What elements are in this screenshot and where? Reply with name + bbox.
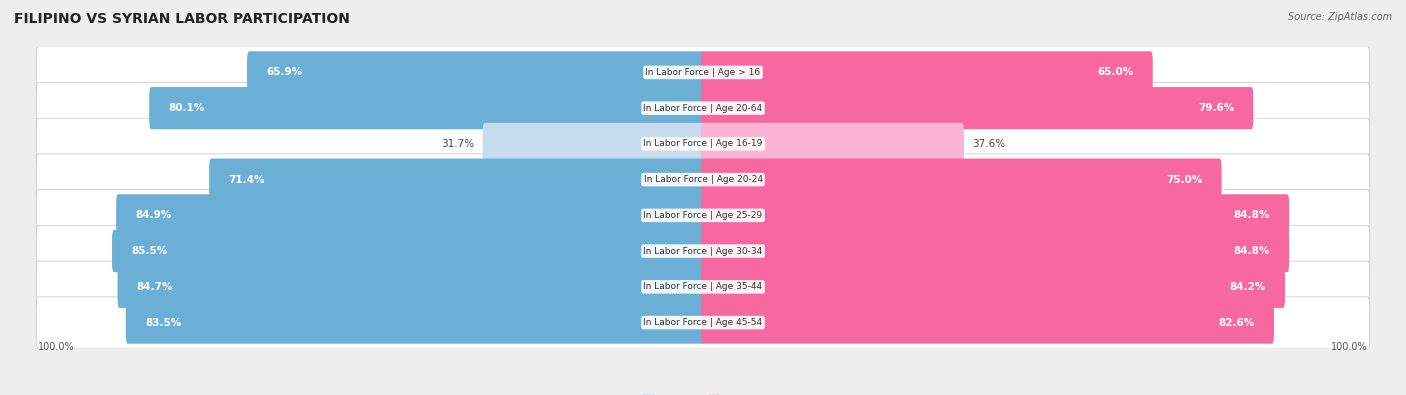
FancyBboxPatch shape [37, 83, 1369, 134]
FancyBboxPatch shape [247, 51, 704, 94]
Text: 84.8%: 84.8% [1233, 211, 1270, 220]
Text: 84.8%: 84.8% [1233, 246, 1270, 256]
Text: 80.1%: 80.1% [169, 103, 205, 113]
FancyBboxPatch shape [702, 51, 1153, 94]
FancyBboxPatch shape [37, 297, 1369, 348]
FancyBboxPatch shape [702, 87, 1253, 129]
Text: 65.0%: 65.0% [1097, 68, 1133, 77]
Text: In Labor Force | Age 35-44: In Labor Force | Age 35-44 [644, 282, 762, 292]
FancyBboxPatch shape [37, 47, 1369, 98]
Text: In Labor Force | Age > 16: In Labor Force | Age > 16 [645, 68, 761, 77]
Text: In Labor Force | Age 25-29: In Labor Force | Age 25-29 [644, 211, 762, 220]
Text: 71.4%: 71.4% [228, 175, 264, 184]
FancyBboxPatch shape [702, 194, 1289, 237]
Text: 84.9%: 84.9% [135, 211, 172, 220]
Legend: Filipino, Syrian: Filipino, Syrian [640, 393, 766, 395]
Text: 84.7%: 84.7% [136, 282, 173, 292]
Text: In Labor Force | Age 20-24: In Labor Force | Age 20-24 [644, 175, 762, 184]
FancyBboxPatch shape [118, 266, 704, 308]
Text: 85.5%: 85.5% [131, 246, 167, 256]
FancyBboxPatch shape [117, 194, 704, 237]
Text: 100.0%: 100.0% [1331, 342, 1368, 352]
Text: 83.5%: 83.5% [145, 318, 181, 327]
Text: Source: ZipAtlas.com: Source: ZipAtlas.com [1288, 12, 1392, 22]
FancyBboxPatch shape [702, 301, 1274, 344]
Text: 31.7%: 31.7% [441, 139, 474, 149]
FancyBboxPatch shape [702, 266, 1285, 308]
Text: FILIPINO VS SYRIAN LABOR PARTICIPATION: FILIPINO VS SYRIAN LABOR PARTICIPATION [14, 12, 350, 26]
FancyBboxPatch shape [702, 158, 1222, 201]
Text: In Labor Force | Age 30-34: In Labor Force | Age 30-34 [644, 246, 762, 256]
FancyBboxPatch shape [149, 87, 704, 129]
Text: In Labor Force | Age 45-54: In Labor Force | Age 45-54 [644, 318, 762, 327]
FancyBboxPatch shape [209, 158, 704, 201]
Text: In Labor Force | Age 16-19: In Labor Force | Age 16-19 [644, 139, 762, 149]
Text: 79.6%: 79.6% [1198, 103, 1234, 113]
Text: 75.0%: 75.0% [1166, 175, 1202, 184]
FancyBboxPatch shape [702, 230, 1289, 272]
Text: 82.6%: 82.6% [1219, 318, 1254, 327]
FancyBboxPatch shape [112, 230, 704, 272]
FancyBboxPatch shape [37, 190, 1369, 241]
FancyBboxPatch shape [37, 226, 1369, 277]
Text: 100.0%: 100.0% [38, 342, 75, 352]
Text: In Labor Force | Age 20-64: In Labor Force | Age 20-64 [644, 103, 762, 113]
FancyBboxPatch shape [125, 301, 704, 344]
FancyBboxPatch shape [37, 154, 1369, 205]
FancyBboxPatch shape [702, 123, 965, 165]
FancyBboxPatch shape [37, 261, 1369, 312]
Text: 65.9%: 65.9% [266, 68, 302, 77]
FancyBboxPatch shape [37, 118, 1369, 169]
FancyBboxPatch shape [482, 123, 704, 165]
Text: 84.2%: 84.2% [1229, 282, 1265, 292]
Text: 37.6%: 37.6% [973, 139, 1005, 149]
